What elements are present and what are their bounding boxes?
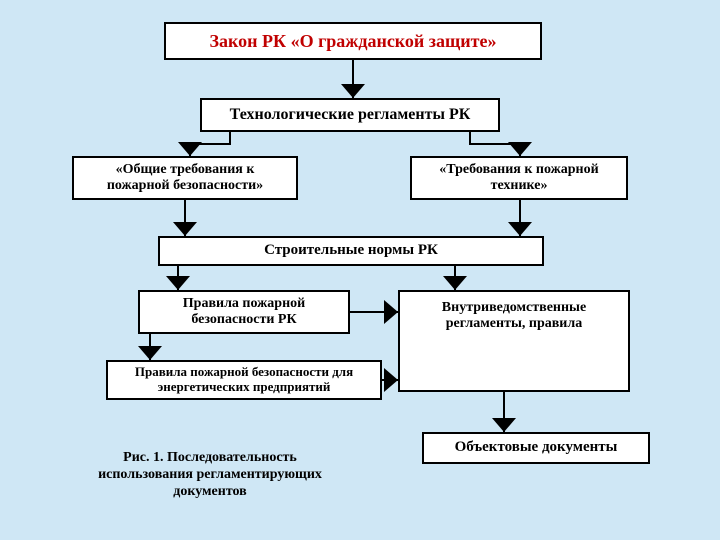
node-general-req: «Общие требования кпожарной безопасности… xyxy=(72,156,298,200)
node-tech-reg: Технологические регламенты РК xyxy=(200,98,500,132)
node-building-norms: Строительные нормы РК xyxy=(158,236,544,266)
node-fire-safety-rules: Правила пожарнойбезопасности РК xyxy=(138,290,350,334)
node-label: Внутриведомственныерегламенты, правила xyxy=(442,300,586,332)
caption-text: Рис. 1. Последовательностьиспользования … xyxy=(98,450,322,499)
node-object-docs: Объектовые документы xyxy=(422,432,650,464)
node-label: Строительные нормы РК xyxy=(264,242,438,259)
node-label: «Требования к пожарнойтехнике» xyxy=(439,162,598,194)
diagram-canvas: Закон РК «О гражданской защите» Технолог… xyxy=(0,0,720,540)
figure-caption: Рис. 1. Последовательностьиспользования … xyxy=(60,450,360,500)
node-law-title: Закон РК «О гражданской защите» xyxy=(164,22,542,60)
node-label: Технологические регламенты РК xyxy=(230,106,471,124)
node-label: Правила пожарной безопасности дляэнергет… xyxy=(135,365,353,395)
node-label: Объектовые документы xyxy=(455,439,618,456)
node-energy-fire-rules: Правила пожарной безопасности дляэнергет… xyxy=(106,360,382,400)
node-label: Закон РК «О гражданской защите» xyxy=(210,31,497,52)
node-internal-regs: Внутриведомственныерегламенты, правила xyxy=(398,290,630,392)
node-label: Правила пожарнойбезопасности РК xyxy=(183,296,305,328)
node-fire-tech-req: «Требования к пожарнойтехнике» xyxy=(410,156,628,200)
node-label: «Общие требования кпожарной безопасности… xyxy=(107,162,263,194)
